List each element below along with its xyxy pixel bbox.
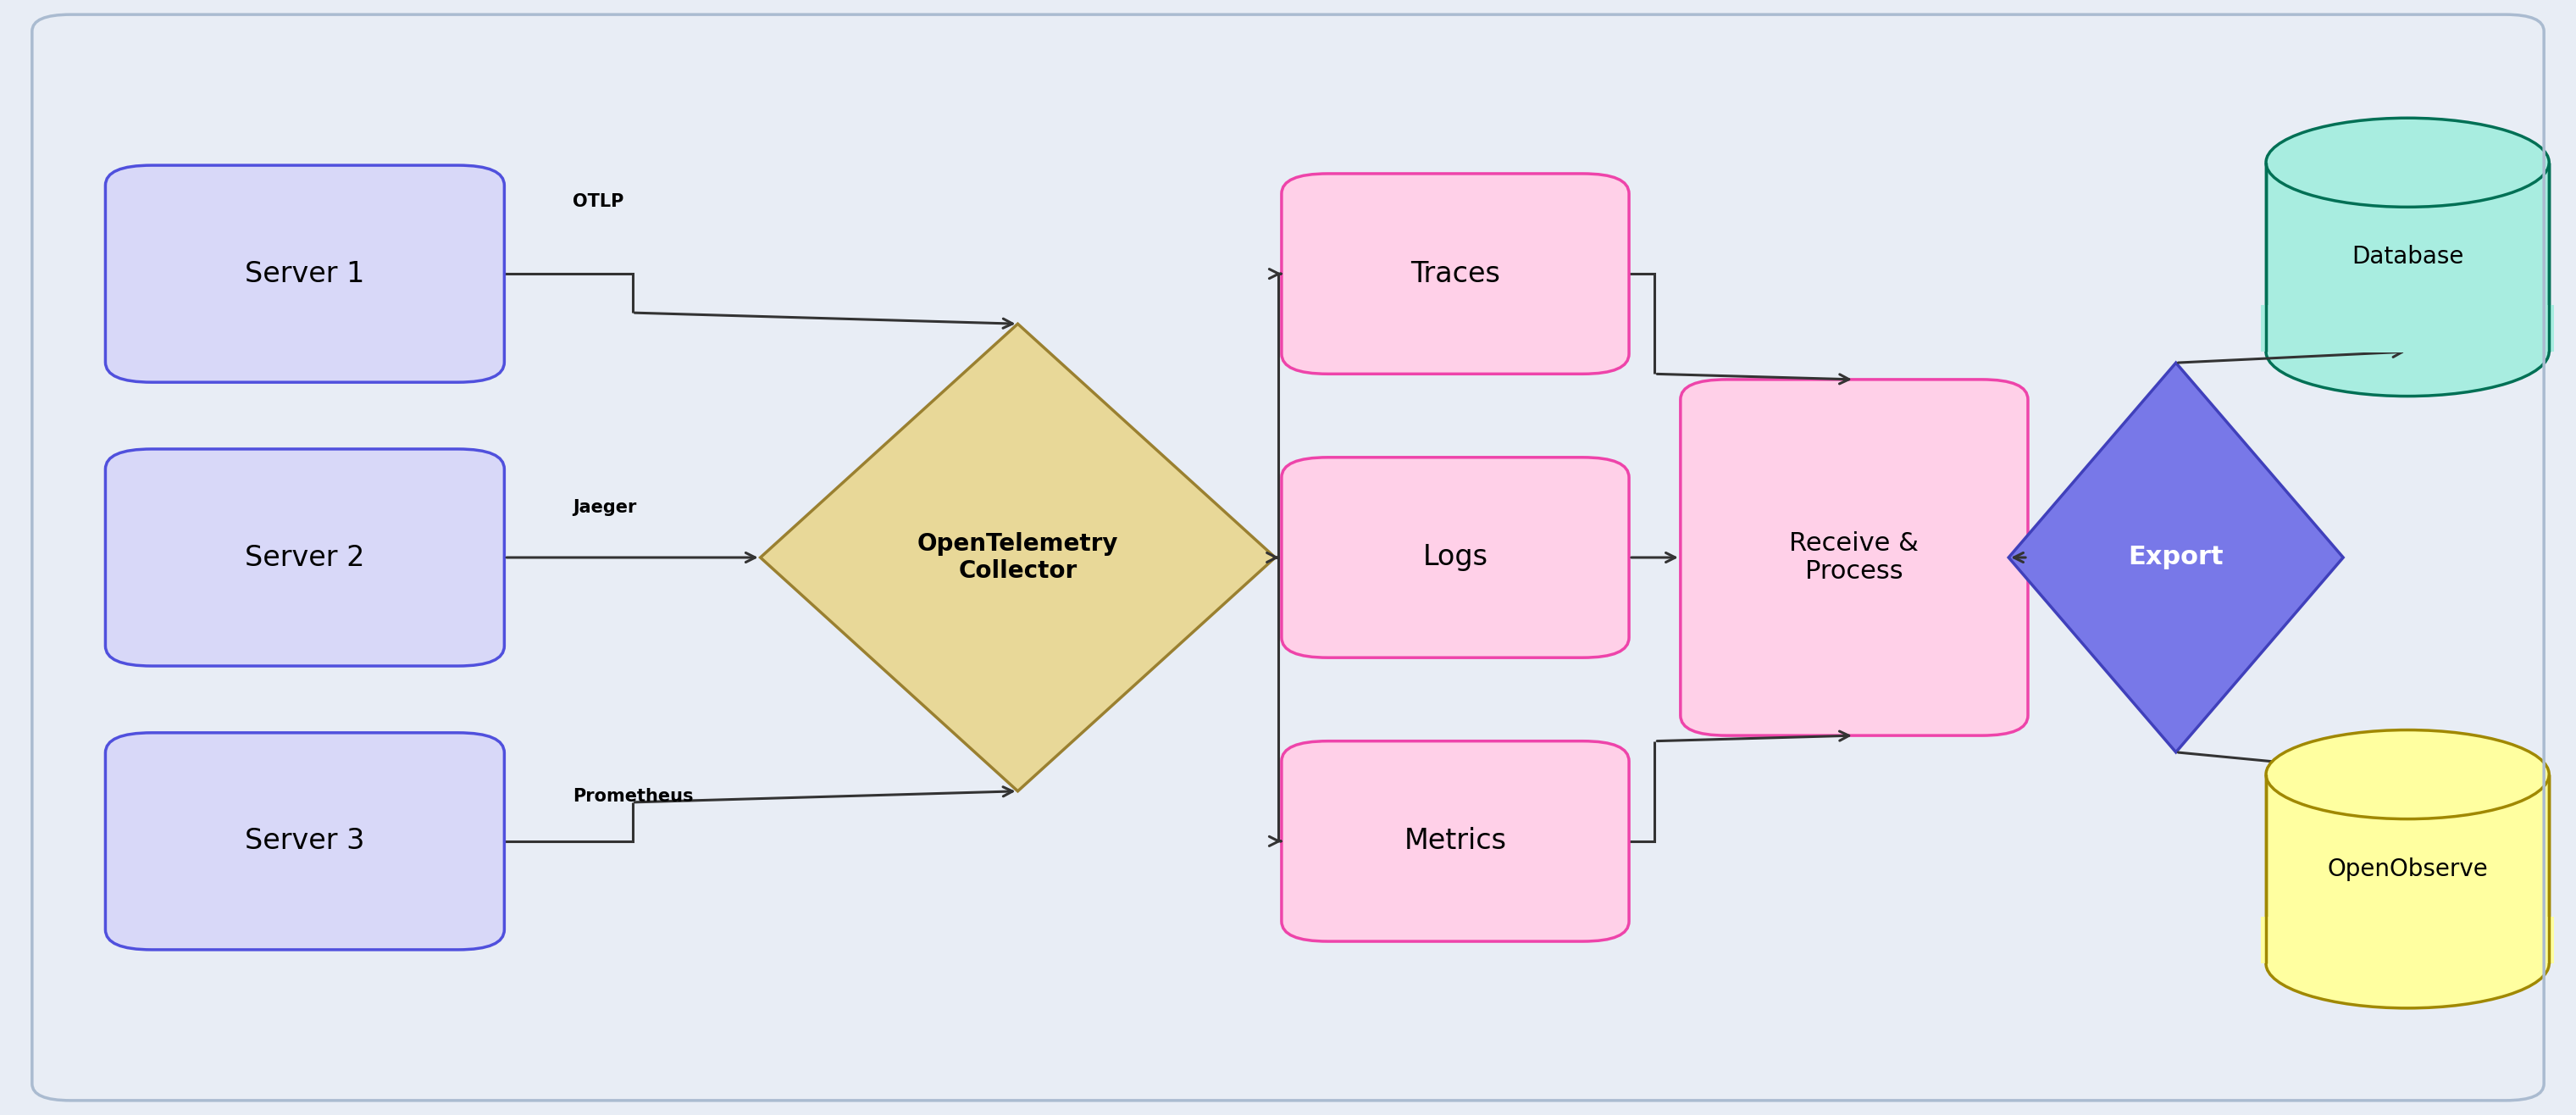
Text: Prometheus: Prometheus bbox=[572, 788, 693, 805]
FancyBboxPatch shape bbox=[106, 449, 505, 666]
Text: Export: Export bbox=[2128, 545, 2223, 570]
Polygon shape bbox=[2267, 163, 2550, 351]
Text: Receive &
Process: Receive & Process bbox=[1790, 531, 1919, 584]
FancyBboxPatch shape bbox=[1283, 457, 1628, 658]
Text: Logs: Logs bbox=[1422, 543, 1489, 572]
Ellipse shape bbox=[2267, 919, 2550, 1008]
Ellipse shape bbox=[2267, 730, 2550, 820]
Polygon shape bbox=[2009, 362, 2344, 753]
Polygon shape bbox=[2269, 775, 2548, 964]
Text: Database: Database bbox=[2352, 245, 2463, 269]
Text: Server 1: Server 1 bbox=[245, 260, 366, 288]
Text: OpenTelemetry
Collector: OpenTelemetry Collector bbox=[917, 532, 1118, 583]
Polygon shape bbox=[2262, 304, 2555, 351]
FancyBboxPatch shape bbox=[1283, 174, 1628, 374]
Polygon shape bbox=[2269, 163, 2548, 352]
Text: Jaeger: Jaeger bbox=[572, 498, 636, 516]
Text: Server 2: Server 2 bbox=[245, 543, 366, 572]
FancyBboxPatch shape bbox=[1680, 379, 2027, 736]
Polygon shape bbox=[2262, 917, 2555, 963]
Text: Server 3: Server 3 bbox=[245, 827, 366, 855]
Text: OpenObserve: OpenObserve bbox=[2326, 857, 2488, 881]
FancyBboxPatch shape bbox=[1283, 741, 1628, 941]
Ellipse shape bbox=[2267, 307, 2550, 396]
Text: OTLP: OTLP bbox=[572, 193, 623, 210]
Text: Traces: Traces bbox=[1412, 260, 1499, 288]
Text: Metrics: Metrics bbox=[1404, 827, 1507, 855]
Polygon shape bbox=[760, 323, 1275, 792]
FancyBboxPatch shape bbox=[106, 165, 505, 382]
Ellipse shape bbox=[2267, 118, 2550, 207]
Polygon shape bbox=[2267, 775, 2550, 963]
FancyBboxPatch shape bbox=[106, 733, 505, 950]
